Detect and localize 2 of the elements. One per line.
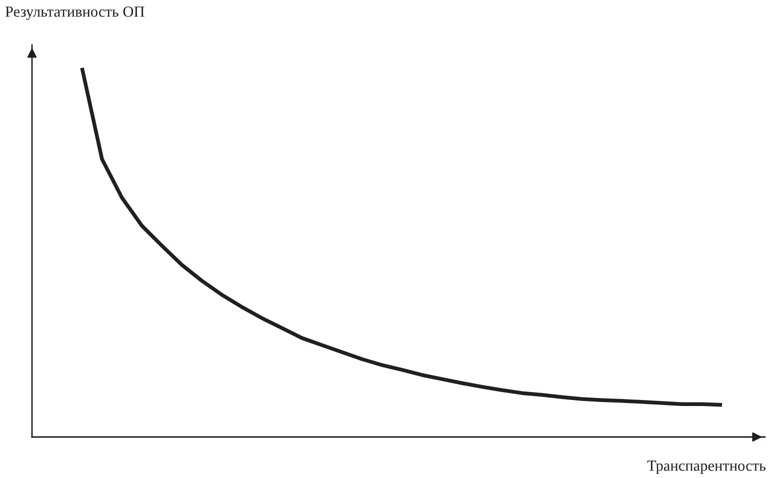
- y-axis-title: Результативность ОП: [5, 6, 144, 20]
- x-axis-title: Транспарентность: [647, 460, 766, 474]
